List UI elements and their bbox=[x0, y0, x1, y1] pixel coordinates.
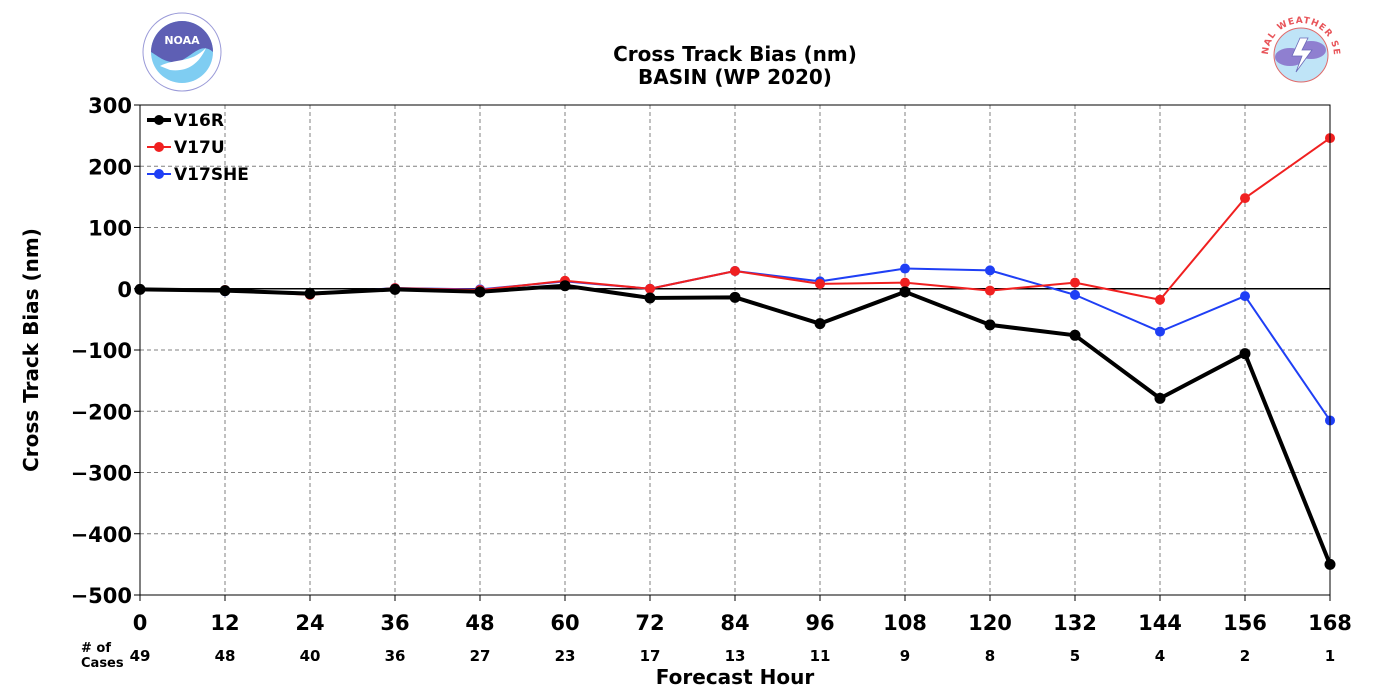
case-count: 49 bbox=[130, 647, 151, 665]
data-point bbox=[1240, 193, 1250, 204]
legend-marker bbox=[154, 115, 164, 125]
y-tick-label: 200 bbox=[88, 155, 132, 179]
data-point bbox=[1154, 392, 1166, 404]
chart-subtitle: BASIN (WP 2020) bbox=[638, 65, 832, 89]
case-count: 13 bbox=[725, 647, 746, 665]
data-point bbox=[644, 292, 656, 304]
x-axis-label: Forecast Hour bbox=[656, 665, 815, 689]
data-point bbox=[389, 283, 401, 295]
y-tick-label: 100 bbox=[88, 217, 132, 241]
y-tick-label: −300 bbox=[71, 462, 132, 486]
x-tick-label: 144 bbox=[1138, 611, 1182, 635]
x-tick-label: 108 bbox=[883, 611, 927, 635]
cases-label-line: # of bbox=[81, 641, 111, 656]
case-count: 23 bbox=[555, 647, 576, 665]
data-point bbox=[1240, 291, 1250, 302]
x-tick-label: 12 bbox=[210, 611, 239, 635]
data-point bbox=[1239, 348, 1251, 360]
x-tick-label: 96 bbox=[805, 611, 834, 635]
y-axis-label: Cross Track Bias (nm) bbox=[19, 228, 43, 472]
y-tick-label: −400 bbox=[71, 523, 132, 547]
data-point bbox=[1155, 294, 1165, 305]
data-point bbox=[1070, 277, 1080, 288]
legend-item: V17U bbox=[147, 138, 225, 158]
legend-marker bbox=[154, 169, 164, 179]
noaa-logo-text: NOAA bbox=[164, 34, 200, 47]
data-point bbox=[304, 288, 316, 300]
data-point bbox=[815, 278, 825, 289]
legend-label: V16R bbox=[174, 111, 224, 131]
data-point bbox=[730, 265, 740, 276]
case-count: 9 bbox=[900, 647, 910, 665]
case-count: 4 bbox=[1155, 647, 1165, 665]
legend-label: V17SHE bbox=[174, 165, 249, 185]
x-tick-label: 156 bbox=[1223, 611, 1267, 635]
x-tick-label: 48 bbox=[465, 611, 494, 635]
case-count: 8 bbox=[985, 647, 995, 665]
x-tick-label: 84 bbox=[720, 611, 749, 635]
x-tick-label: 0 bbox=[133, 611, 148, 635]
data-point bbox=[814, 318, 826, 330]
x-tick-label: 120 bbox=[968, 611, 1012, 635]
case-count: 5 bbox=[1070, 647, 1080, 665]
data-point bbox=[985, 285, 995, 296]
legend-marker bbox=[154, 142, 164, 152]
y-tick-label: −200 bbox=[71, 400, 132, 424]
data-point bbox=[1155, 326, 1165, 337]
data-point bbox=[900, 277, 910, 288]
legend-item: V16R bbox=[147, 111, 224, 131]
data-point bbox=[559, 280, 571, 292]
cases-label-line: Cases bbox=[81, 656, 124, 671]
x-axis: 0 12 24 36 48 60 72 84 96 108 120 132 144 156 168 bbox=[133, 595, 1352, 635]
cases-row: 49 48 40 36 27 23 17 13 11 9 8 5 4 2 1 bbox=[130, 647, 1336, 665]
legend-item: V17SHE bbox=[147, 165, 249, 185]
y-tick-label: −500 bbox=[71, 584, 132, 608]
data-point bbox=[474, 286, 486, 298]
legend: V16R V17U V17SHE bbox=[147, 111, 249, 185]
series-layer bbox=[134, 133, 1336, 570]
y-axis: −500 −400 −300 −200 −100 0 100 200 300 bbox=[71, 94, 140, 608]
x-tick-label: 132 bbox=[1053, 611, 1097, 635]
data-point bbox=[900, 263, 910, 274]
data-point bbox=[219, 285, 231, 297]
data-point bbox=[729, 291, 741, 303]
data-point bbox=[985, 265, 995, 276]
x-tick-label: 168 bbox=[1308, 611, 1352, 635]
data-point bbox=[899, 286, 911, 298]
x-tick-label: 36 bbox=[380, 611, 409, 635]
y-tick-label: 0 bbox=[117, 278, 132, 302]
data-point bbox=[984, 319, 996, 331]
x-tick-label: 60 bbox=[550, 611, 579, 635]
case-count: 2 bbox=[1240, 647, 1250, 665]
case-count: 1 bbox=[1325, 647, 1335, 665]
chart-title: Cross Track Bias (nm) bbox=[613, 42, 857, 66]
noaa-logo: NOAA bbox=[142, 12, 222, 92]
case-count: 48 bbox=[215, 647, 236, 665]
case-count: 17 bbox=[640, 647, 661, 665]
x-tick-label: 72 bbox=[635, 611, 664, 635]
case-count: 27 bbox=[470, 647, 491, 665]
case-count: 11 bbox=[810, 647, 831, 665]
y-tick-label: −100 bbox=[71, 339, 132, 363]
plot-area bbox=[134, 104, 1336, 596]
data-point bbox=[1070, 289, 1080, 300]
case-count: 40 bbox=[300, 647, 321, 665]
x-tick-label: 24 bbox=[295, 611, 324, 635]
y-tick-label: 300 bbox=[88, 94, 132, 118]
legend-label: V17U bbox=[174, 138, 225, 158]
case-count: 36 bbox=[385, 647, 406, 665]
grid-lines bbox=[140, 105, 1330, 595]
cases-label: # of Cases bbox=[81, 641, 124, 671]
data-point bbox=[645, 283, 655, 294]
data-point bbox=[1069, 329, 1081, 341]
